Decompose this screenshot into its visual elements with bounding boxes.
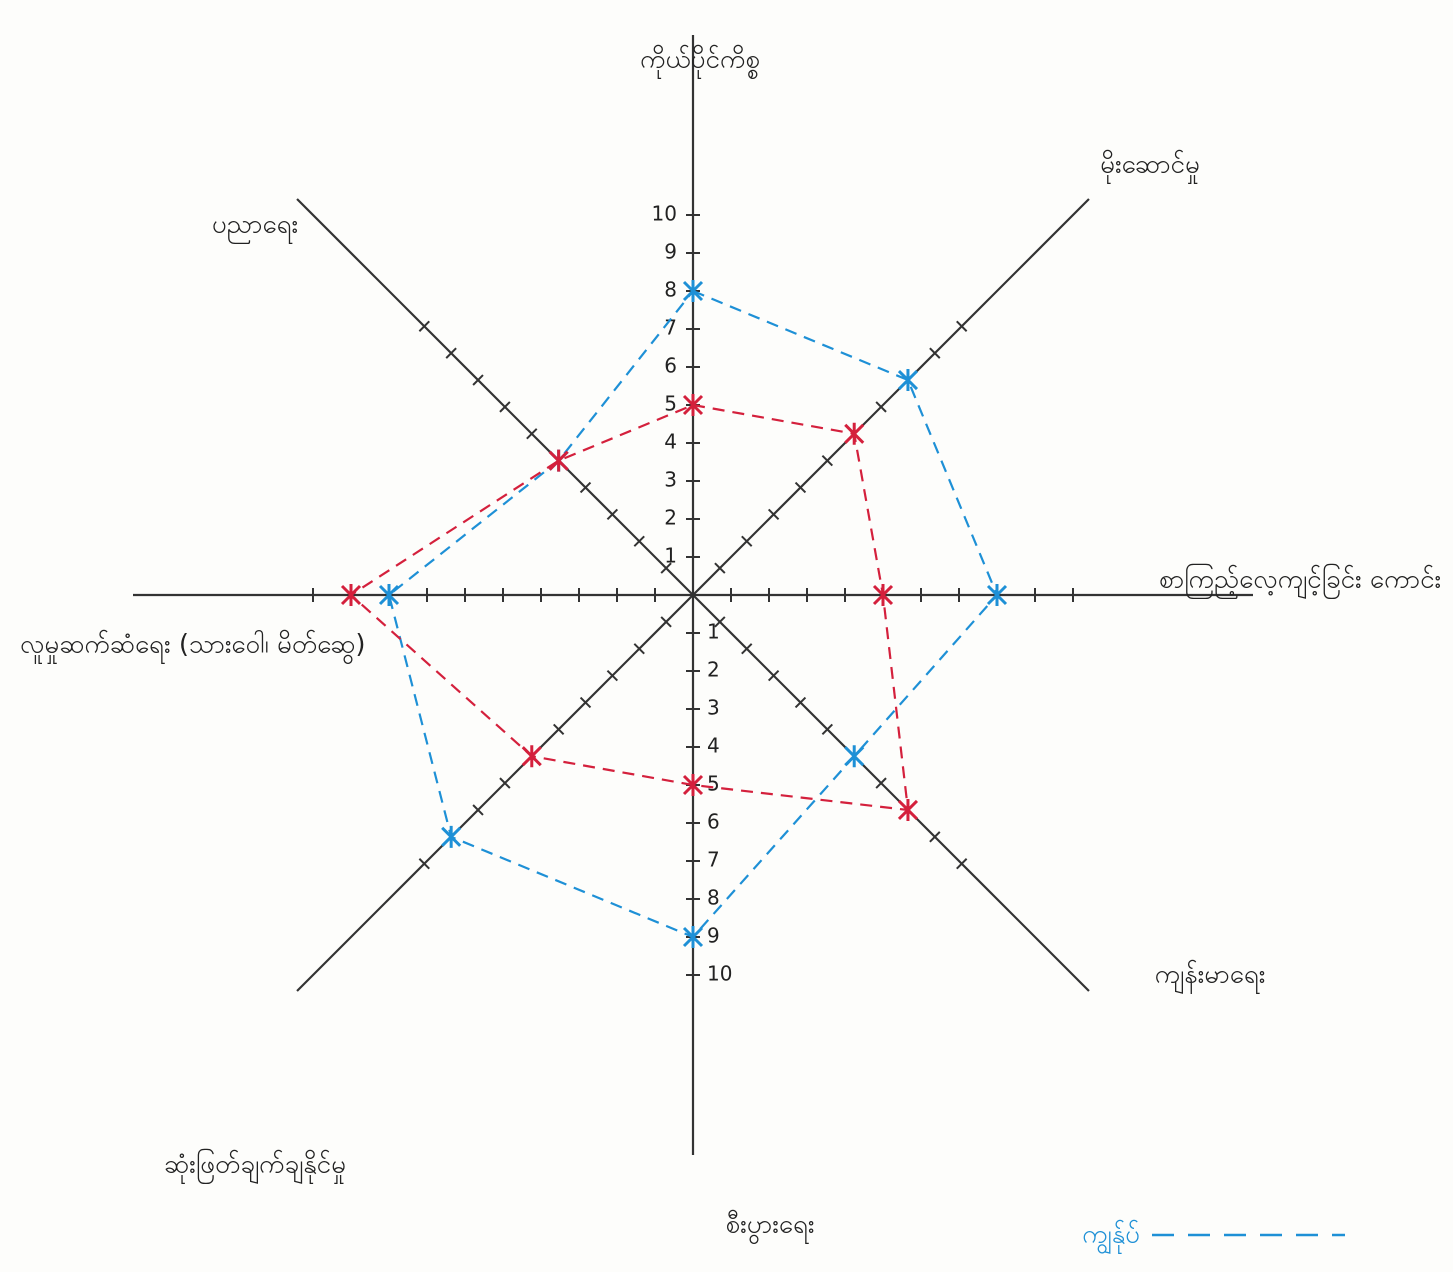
- data-point: [986, 584, 1008, 606]
- axis-line: [296, 594, 694, 992]
- tick-mark: [929, 831, 941, 843]
- tick-mark: [606, 669, 619, 682]
- tick-mark: [526, 428, 538, 440]
- tick-mark: [875, 777, 887, 789]
- tick-mark: [579, 696, 592, 709]
- tick-label: 8: [707, 886, 720, 910]
- data-point: [548, 449, 569, 472]
- data-point: [872, 584, 894, 606]
- tick-mark: [767, 669, 780, 682]
- tick-label: 6: [664, 354, 677, 378]
- tick-label: 9: [707, 924, 720, 948]
- tick-mark: [472, 804, 484, 816]
- tick-label: 5: [664, 392, 677, 416]
- data-point: [844, 745, 865, 768]
- tick-mark: [741, 643, 753, 655]
- axis-label: ကိုယ်ပိုင်ကိစ္စ: [640, 44, 760, 80]
- tick-mark: [445, 347, 457, 359]
- tick-mark: [794, 696, 807, 709]
- tick-label: 3: [707, 696, 720, 720]
- tick-mark: [633, 643, 645, 655]
- axis-label: လူမှုဆက်ဆံရေး (သားဝေါ၊ မိတ်ဆွေ): [20, 629, 366, 665]
- axis-line: [296, 198, 694, 596]
- tick-mark: [821, 723, 834, 736]
- data-point: [682, 774, 704, 796]
- tick-mark: [956, 320, 968, 332]
- axis-label: မိုးဆောင်မှု: [1100, 149, 1200, 185]
- data-point: [682, 926, 704, 948]
- data-point: [682, 280, 704, 302]
- tick-mark: [499, 777, 511, 789]
- tick-label: 5: [707, 772, 720, 796]
- tick-label: 1: [664, 544, 677, 568]
- tick-mark: [714, 562, 726, 574]
- tick-label: 4: [664, 430, 677, 454]
- data-point: [521, 745, 542, 768]
- tick-mark: [418, 320, 430, 332]
- axis-label: ပညာရေး: [212, 210, 298, 245]
- tick-label: 2: [664, 506, 677, 530]
- tick-label: 2: [707, 658, 720, 682]
- axis-line: [692, 594, 1090, 992]
- tick-mark: [633, 535, 645, 547]
- tick-mark: [418, 858, 430, 870]
- tick-mark: [929, 347, 941, 359]
- tick-mark: [660, 562, 672, 574]
- tick-mark: [714, 616, 726, 628]
- tick-mark: [552, 723, 565, 736]
- data-point: [897, 369, 919, 392]
- tick-mark: [579, 481, 592, 494]
- tick-mark: [606, 508, 619, 521]
- data-point: [897, 798, 919, 821]
- series-polygon: [349, 403, 910, 812]
- axis-label: စီးပွားရေး: [726, 1209, 815, 1245]
- axis-line: [692, 198, 1090, 596]
- data-point: [340, 584, 362, 606]
- tick-mark: [660, 616, 672, 628]
- data-point: [378, 584, 400, 606]
- tick-mark: [741, 535, 753, 547]
- data-point: [441, 825, 462, 848]
- tick-mark: [956, 858, 968, 870]
- tick-label: 3: [664, 468, 677, 492]
- data-point: [682, 394, 704, 416]
- tick-mark: [499, 401, 511, 413]
- data-point: [844, 422, 865, 445]
- axis-label: စာကြည့်လေ့ကျင့်ခြင်း ကောင်း: [1159, 562, 1441, 600]
- tick-mark: [875, 401, 887, 413]
- tick-label: 7: [707, 848, 720, 872]
- tick-mark: [821, 454, 834, 467]
- tick-label: 10: [652, 202, 677, 226]
- tick-mark: [472, 374, 484, 386]
- tick-label: 4: [707, 734, 720, 758]
- tick-label: 9: [664, 240, 677, 264]
- axis-label: ဆုံးဖြတ်ချက်ချနိုင်မှု: [164, 1147, 346, 1185]
- axis-label: ကျန်းမာရေး: [1155, 959, 1266, 995]
- tick-label: 6: [707, 810, 720, 834]
- tick-label: 8: [664, 278, 677, 302]
- tick-label: 1: [707, 620, 720, 644]
- tick-mark: [794, 481, 807, 494]
- tick-label: 10: [707, 962, 732, 986]
- tick-mark: [767, 508, 780, 521]
- legend-label: ကျွန်ုပ်: [1082, 1219, 1140, 1256]
